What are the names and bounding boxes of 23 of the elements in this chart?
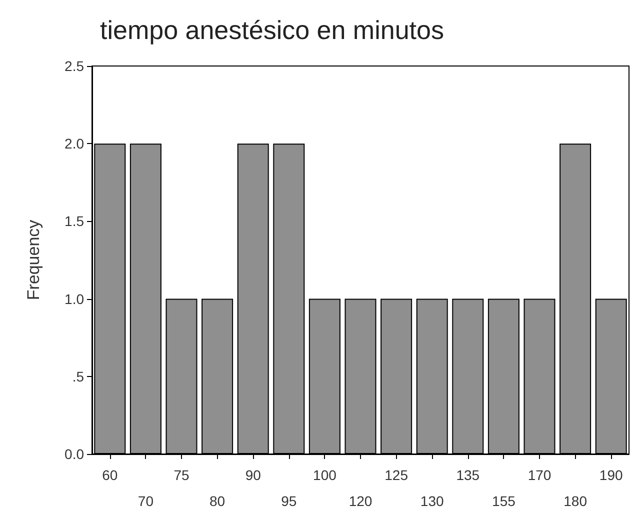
y-tick-label: 1.0 xyxy=(64,290,84,307)
x-tick-label: 125 xyxy=(384,467,408,483)
x-tick-label: 95 xyxy=(281,493,297,509)
chart-title: tiempo anestésico en minutos xyxy=(100,15,444,45)
x-tick-label: 170 xyxy=(528,467,552,483)
x-tick-label: 120 xyxy=(348,493,372,509)
x-tick-label: 60 xyxy=(102,467,118,483)
x-tick-label: 90 xyxy=(245,467,262,483)
y-tick-label: 1.5 xyxy=(64,213,84,230)
x-tick-label: 100 xyxy=(313,467,337,483)
y-tick-label: 2.5 xyxy=(64,58,84,74)
x-tick-label: 180 xyxy=(564,493,588,509)
x-tick-label: 155 xyxy=(492,493,516,509)
x-tick-label: 190 xyxy=(599,467,623,483)
x-tick-label: 130 xyxy=(420,493,444,509)
x-tick-label: 75 xyxy=(174,467,190,483)
y-tick-label: 0.0 xyxy=(64,446,84,462)
y-axis-title: Frequency xyxy=(24,219,43,300)
y-tick-label: .5 xyxy=(72,368,84,384)
x-tick-label: 80 xyxy=(210,493,226,509)
x-tick-label: 70 xyxy=(138,493,154,509)
y-tick-label: 2.0 xyxy=(64,136,84,152)
x-tick-label: 135 xyxy=(456,467,480,483)
